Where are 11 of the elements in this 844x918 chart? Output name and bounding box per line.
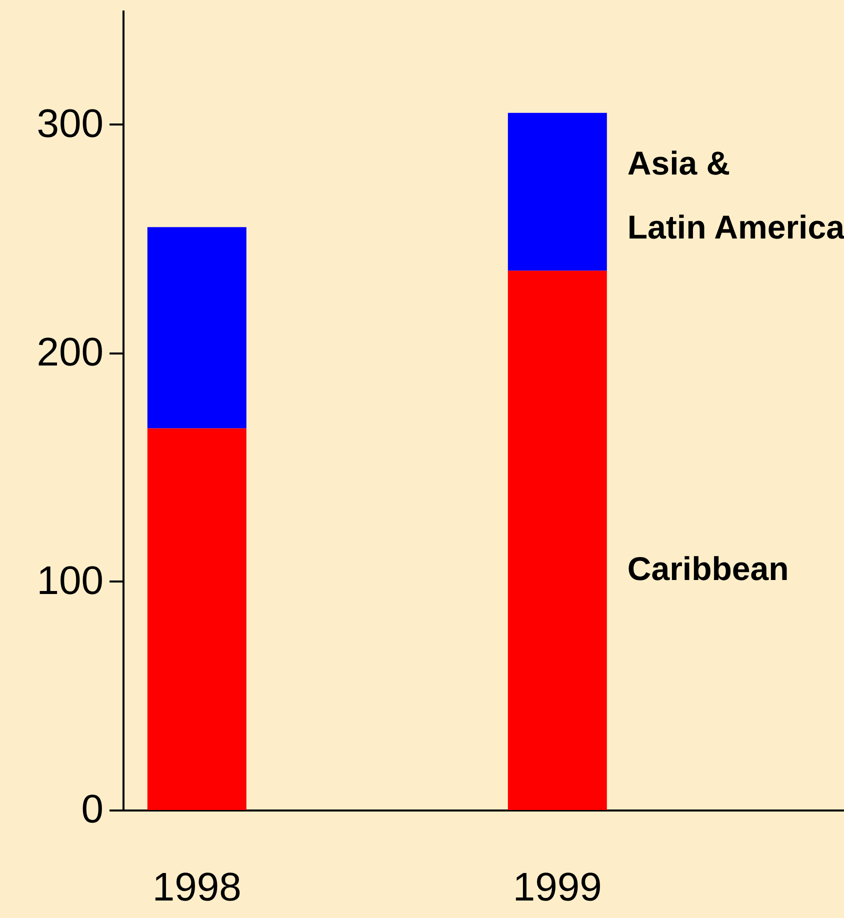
x-tick-label: 1999 <box>512 866 602 910</box>
bar <box>147 428 246 810</box>
y-tick-label: 100 <box>36 558 104 603</box>
bar <box>508 270 607 810</box>
x-tick-label: 1998 <box>152 866 242 910</box>
bar <box>147 227 246 428</box>
bar <box>508 112 607 271</box>
y-tick-label: 200 <box>36 330 104 374</box>
series-label: Caribbean <box>627 550 789 587</box>
y-tick-label: 300 <box>36 102 104 146</box>
y-tick-label: 0 <box>81 788 104 832</box>
